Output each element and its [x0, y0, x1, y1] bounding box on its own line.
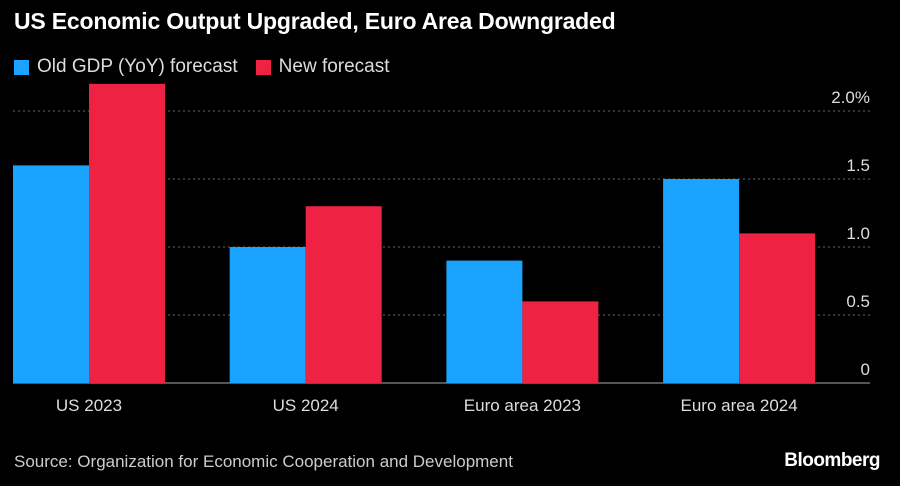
bar-new-forecast — [522, 301, 599, 383]
bar-new-forecast — [739, 233, 816, 383]
bar-new-forecast — [305, 206, 382, 383]
legend-item-new: New forecast — [255, 56, 390, 78]
x-tick-label: Euro area 2024 — [680, 396, 797, 415]
x-tick-label: US 2024 — [273, 396, 339, 415]
bar-new-forecast — [89, 83, 165, 384]
legend-swatch-new — [255, 59, 271, 75]
chart-title: US Economic Output Upgraded, Euro Area D… — [14, 8, 616, 34]
source-note: Source: Organization for Economic Cooper… — [14, 452, 513, 471]
x-tick-label: Euro area 2023 — [464, 396, 581, 415]
legend-item-old: Old GDP (YoY) forecast — [14, 56, 238, 78]
bloomberg-logo: Bloomberg — [784, 450, 880, 471]
bar-old-forecast — [13, 165, 89, 383]
legend-swatch-old — [14, 59, 29, 75]
y-tick-label: 1.5 — [846, 156, 870, 175]
x-tick-label: US 2023 — [56, 396, 122, 415]
y-tick-label: 1.0 — [846, 224, 870, 243]
bar-old-forecast — [663, 179, 740, 383]
bar-old-forecast — [229, 247, 306, 383]
y-tick-label: 0.5 — [846, 292, 870, 311]
bar-old-forecast — [446, 260, 523, 383]
y-tick-label: 0 — [861, 360, 870, 379]
legend-label-new: New forecast — [278, 56, 390, 77]
legend: Old GDP (YoY) forecast New forecast — [14, 56, 390, 78]
y-tick-label: 2.0% — [831, 88, 870, 107]
legend-label-old: Old GDP (YoY) forecast — [37, 56, 238, 77]
